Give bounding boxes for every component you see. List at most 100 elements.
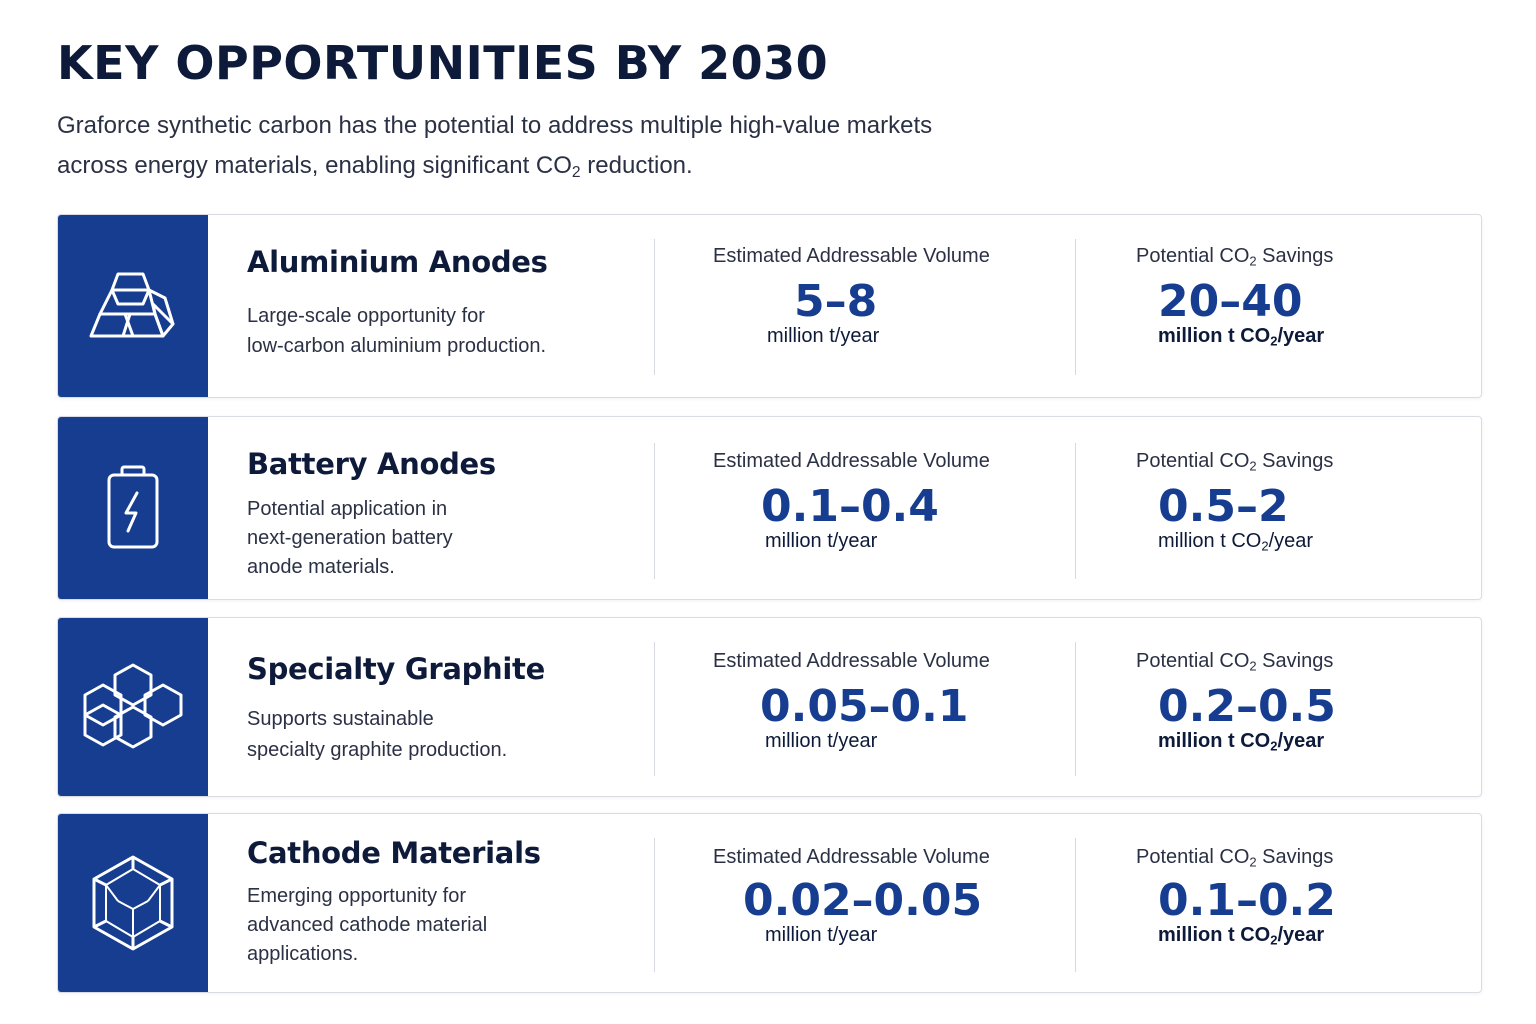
opportunity-description: Supports sustainable specialty graphite … [247, 704, 607, 766]
savings-label-text: Savings [1256, 846, 1334, 868]
savings-value: 0.1–0.2 [1158, 875, 1336, 927]
savings-unit-text: million t CO [1158, 924, 1271, 947]
volume-value: 5–8 [794, 276, 878, 327]
savings-label-text: Savings [1256, 650, 1334, 672]
opportunity-card-cathode-materials: Cathode Materials Emerging opportunity f… [57, 813, 1482, 993]
page-title: KEY OPPORTUNITIES BY 2030 [57, 36, 829, 90]
savings-unit-text: million t CO [1158, 325, 1271, 348]
savings-metric: Potential CO2 Savings 0.2–0.5 million t … [1136, 650, 1336, 754]
description-line: Potential application in [247, 498, 448, 520]
savings-unit: million t CO2/year [1158, 924, 1336, 947]
divider [1075, 239, 1076, 375]
opportunity-title: Specialty Graphite [247, 652, 545, 686]
opportunity-description: Potential application in next-generation… [247, 495, 607, 582]
card-icon-panel [58, 417, 208, 599]
opportunity-card-battery-anodes: Battery Anodes Potential application in … [57, 416, 1482, 600]
divider [1075, 642, 1076, 776]
description-line: Emerging opportunity for [247, 885, 467, 907]
divider [654, 838, 655, 972]
volume-metric: Estimated Addressable Volume 0.02–0.05 m… [713, 846, 990, 947]
subscript: 2 [1249, 458, 1257, 474]
intro-line-1: Graforce synthetic carbon has the potent… [57, 112, 933, 139]
savings-label-text: Potential CO [1136, 245, 1250, 267]
intro-line-2-end: reduction. [580, 152, 693, 179]
divider [1075, 838, 1076, 972]
volume-label: Estimated Addressable Volume [713, 650, 990, 672]
intro-subscript: 2 [571, 163, 581, 181]
subscript: 2 [1270, 932, 1278, 948]
description-line: Supports sustainable [247, 708, 434, 730]
volume-label: Estimated Addressable Volume [713, 846, 990, 868]
opportunity-description: Large-scale opportunity for low-carbon a… [247, 301, 607, 361]
description-line: anode materials. [247, 556, 395, 578]
volume-unit: million t/year [765, 730, 878, 752]
volume-label: Estimated Addressable Volume [713, 245, 990, 267]
savings-label: Potential CO2 Savings [1136, 846, 1336, 869]
battery-icon [107, 465, 159, 549]
opportunity-title: Aluminium Anodes [247, 245, 548, 279]
aluminium-ingots-icon [89, 272, 175, 338]
volume-value: 0.02–0.05 [743, 875, 983, 926]
divider [654, 443, 655, 579]
subscript: 2 [1249, 854, 1257, 870]
savings-label-text: Savings [1256, 450, 1334, 472]
volume-label: Estimated Addressable Volume [713, 450, 990, 472]
intro-line-2: across energy materials, enabling signif… [57, 152, 572, 179]
opportunity-title: Battery Anodes [247, 447, 496, 481]
savings-unit: million t CO2/year [1158, 530, 1333, 553]
subscript: 2 [1249, 658, 1257, 674]
savings-label-text: Potential CO [1136, 650, 1250, 672]
savings-unit-text: /year [1268, 530, 1314, 553]
divider [654, 642, 655, 776]
savings-unit-text: /year [1277, 325, 1325, 348]
savings-unit-text: million t CO [1158, 730, 1271, 753]
subscript: 2 [1270, 738, 1278, 754]
card-icon-panel [58, 814, 208, 992]
card-icon-panel [58, 215, 208, 397]
subscript: 2 [1261, 538, 1269, 554]
savings-unit-text: /year [1277, 924, 1325, 947]
description-line: advanced cathode material [247, 914, 488, 936]
volume-metric: Estimated Addressable Volume 5–8 million… [713, 245, 990, 348]
volume-unit: million t/year [765, 924, 878, 946]
subscript: 2 [1270, 333, 1278, 349]
volume-value: 0.1–0.4 [761, 481, 939, 532]
description-line: applications. [247, 943, 359, 965]
divider [654, 239, 655, 375]
volume-metric: Estimated Addressable Volume 0.05–0.1 mi… [713, 650, 990, 753]
opportunity-description: Emerging opportunity for advanced cathod… [247, 882, 607, 969]
savings-label-text: Potential CO [1136, 450, 1250, 472]
opportunity-card-specialty-graphite: Specialty Graphite Supports sustainable … [57, 617, 1482, 797]
description-line: next-generation battery [247, 527, 453, 549]
card-icon-panel [58, 618, 208, 796]
savings-label-text: Savings [1256, 245, 1334, 267]
savings-metric: Potential CO2 Savings 0.5–2 million t CO… [1136, 450, 1333, 554]
savings-unit: million t CO2/year [1158, 730, 1336, 753]
savings-value: 20–40 [1158, 276, 1303, 328]
savings-value: 0.2–0.5 [1158, 681, 1336, 733]
description-line: specialty graphite production. [247, 739, 508, 761]
savings-label: Potential CO2 Savings [1136, 450, 1333, 473]
savings-label: Potential CO2 Savings [1136, 245, 1333, 268]
savings-unit-text: million t CO [1158, 530, 1262, 553]
savings-label-text: Potential CO [1136, 846, 1250, 868]
savings-value: 0.5–2 [1158, 481, 1289, 533]
crystal-icon [92, 855, 174, 951]
opportunity-card-aluminium-anodes: Aluminium Anodes Large-scale opportunity… [57, 214, 1482, 398]
savings-metric: Potential CO2 Savings 20–40 million t CO… [1136, 245, 1333, 349]
volume-unit: million t/year [767, 325, 880, 347]
volume-metric: Estimated Addressable Volume 0.1–0.4 mil… [713, 450, 990, 553]
hexagon-cluster-icon [83, 663, 183, 749]
description-line: low-carbon aluminium production. [247, 335, 547, 357]
description-line: Large-scale opportunity for [247, 305, 485, 327]
savings-label: Potential CO2 Savings [1136, 650, 1336, 673]
volume-value: 0.05–0.1 [760, 681, 969, 732]
savings-metric: Potential CO2 Savings 0.1–0.2 million t … [1136, 846, 1336, 948]
volume-unit: million t/year [765, 530, 878, 552]
savings-unit-text: /year [1277, 730, 1325, 753]
intro-text: Graforce synthetic carbon has the potent… [57, 106, 1057, 193]
subscript: 2 [1249, 253, 1257, 269]
divider [1075, 443, 1076, 579]
opportunity-title: Cathode Materials [247, 836, 541, 870]
savings-unit: million t CO2/year [1158, 325, 1333, 348]
